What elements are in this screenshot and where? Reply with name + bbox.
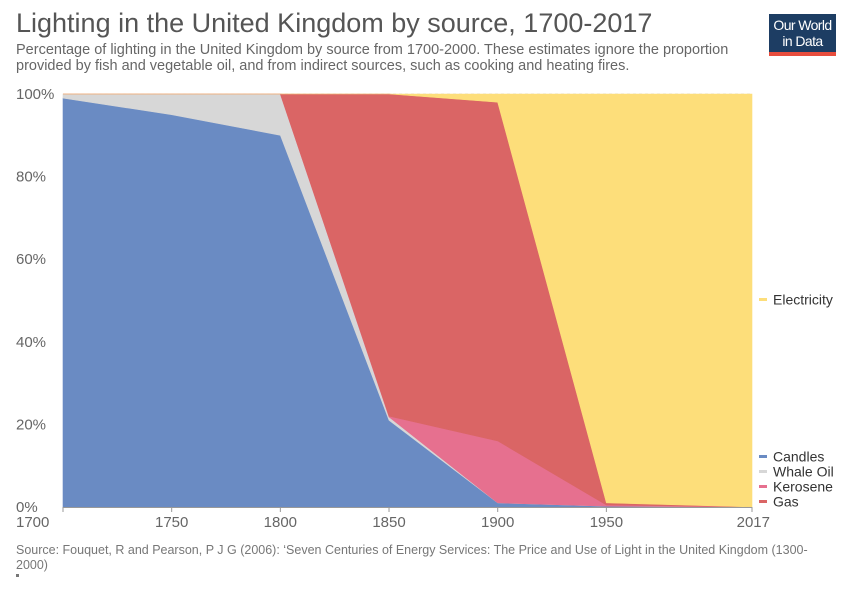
legend-swatch [759,500,767,503]
x-tick-label: 1900 [481,514,514,531]
legend-item-whale-oil[interactable]: Whale Oil [759,464,834,480]
y-tick-label: 80% [16,169,46,186]
legend-label: Gas [773,494,799,510]
legend-swatch [759,455,767,458]
area-series [62,93,753,508]
legend-label: Whale Oil [773,464,834,480]
legend-swatch [759,470,767,473]
x-tick-label: 1800 [264,514,297,531]
owid-logo[interactable]: Our World in Data [769,14,836,56]
legend-label: Electricity [773,292,833,308]
x-tick-label: 2017 [737,514,770,531]
y-tick-label: 40% [16,334,46,351]
x-axis: 1700 1750 1800 1850 1900 1950 2017 [16,507,770,531]
logo-accent-bar [769,52,836,56]
legend-swatch [759,485,767,488]
logo-line-2: in Data [782,33,823,49]
legend-item-electricity[interactable]: Electricity [759,292,833,308]
area-electricity[interactable] [63,93,753,508]
y-tick-label: 60% [16,251,46,268]
x-tick-label: 1850 [372,514,405,531]
page-title: Lighting in the United Kingdom by source… [16,8,653,38]
y-tick-label: 20% [16,416,46,433]
legend-item-candles[interactable]: Candles [759,449,824,465]
legend-item-gas[interactable]: Gas [759,494,799,510]
source-note: Source: Fouquet, R and Pearson, P J G (2… [16,543,808,572]
logo-line-1: Our World [773,17,832,33]
x-tick-label: 1950 [590,514,623,531]
y-tick-label: 100% [16,86,54,103]
y-tick-label: 0% [16,499,38,516]
chart-subtitle: Percentage of lighting in the United Kin… [16,42,729,74]
x-tick-label: 1700 [16,514,49,531]
x-tick-label: 1750 [155,514,188,531]
footer-dot [16,574,19,577]
legend-swatch [759,298,767,301]
legend-label: Candles [773,449,824,465]
y-axis: 0% 20% 40% 60% 80% 100% [16,86,54,516]
legend-label: Kerosene [773,479,833,495]
legend-item-kerosene[interactable]: Kerosene [759,479,833,495]
